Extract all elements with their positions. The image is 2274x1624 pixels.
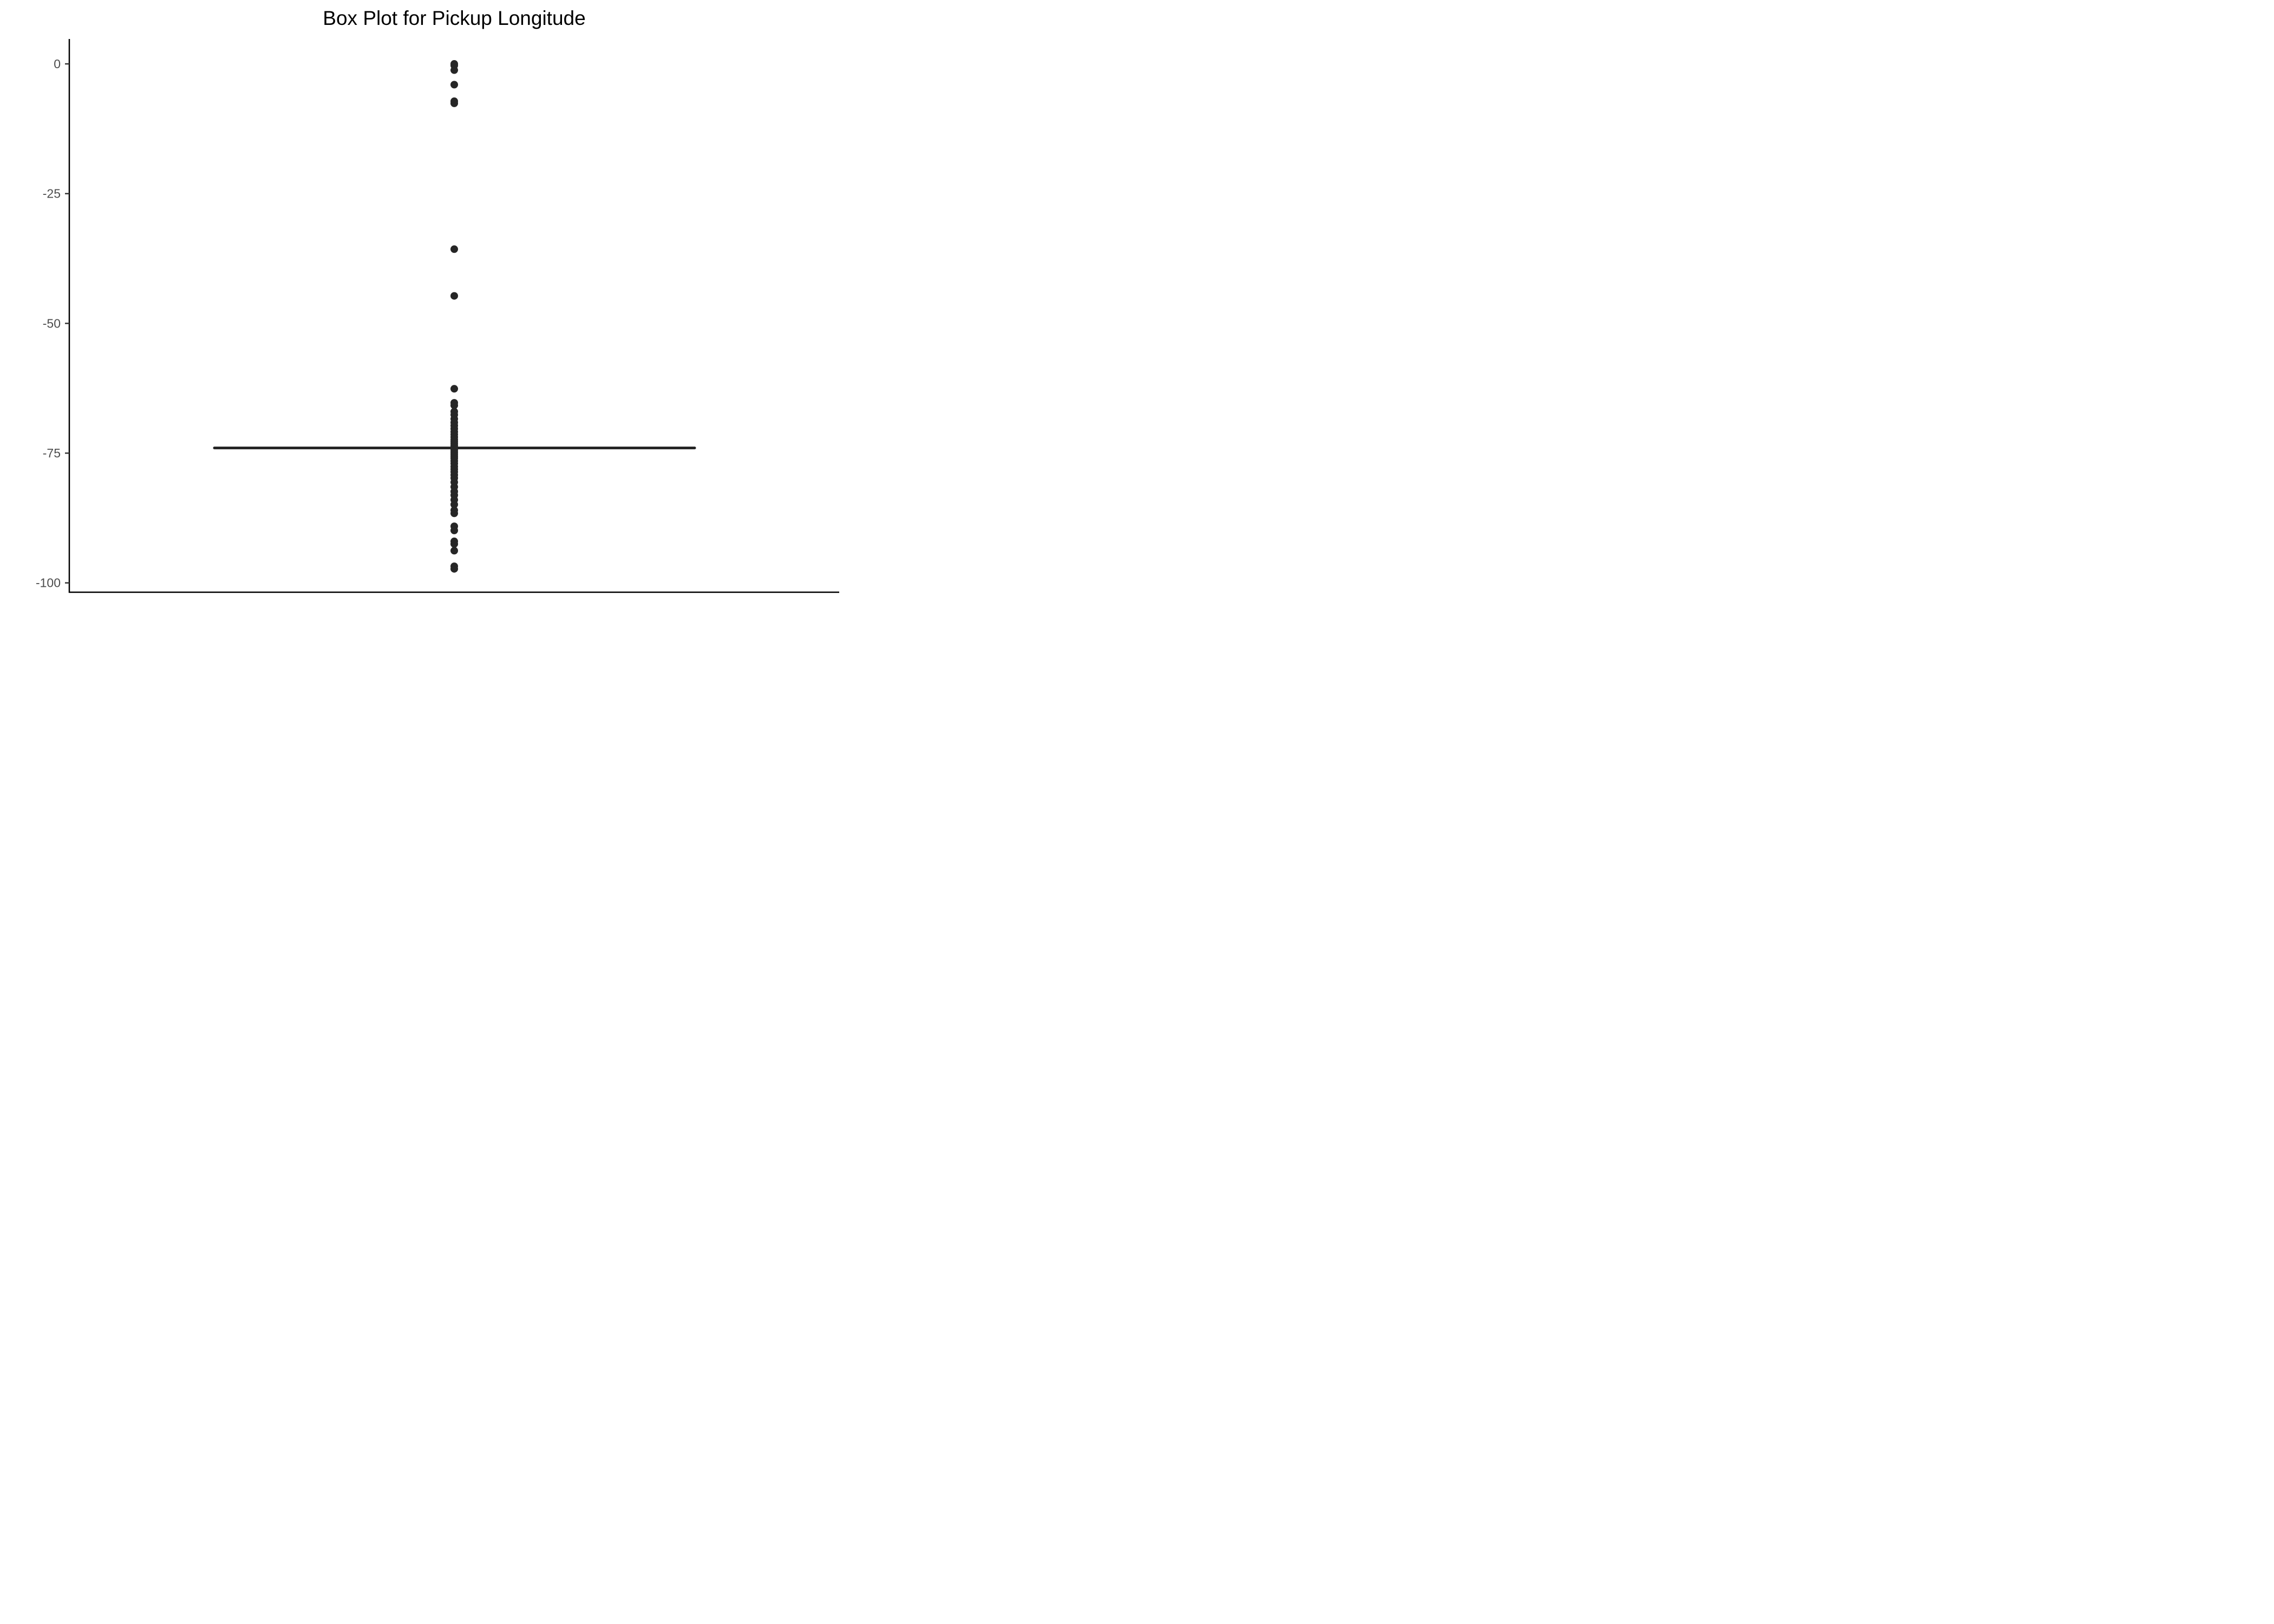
y-tick-label: -100 — [36, 576, 61, 590]
chart-title: Box Plot for Pickup Longitude — [323, 7, 585, 29]
outlier-point — [450, 509, 458, 518]
outlier-point — [450, 385, 458, 393]
y-tick-label: -25 — [43, 187, 61, 201]
outlier-point — [450, 500, 458, 508]
outlier-point — [450, 565, 458, 573]
outlier-point — [450, 526, 458, 534]
outlier-point — [450, 547, 458, 555]
box-plot-chart: Box Plot for Pickup Longitude 0 -25 -50 -75… — [36, 7, 839, 593]
outlier-point — [450, 66, 458, 74]
y-tick-label: -75 — [43, 446, 61, 460]
outlier-point — [450, 292, 458, 300]
outlier-point — [450, 540, 458, 548]
outlier-point — [450, 401, 458, 409]
outlier-point — [450, 99, 458, 107]
outlier-points — [450, 60, 458, 573]
y-axis: 0 -25 -50 -75 -100 — [36, 39, 70, 593]
y-tick-label: -50 — [43, 316, 61, 330]
outlier-point — [450, 245, 458, 253]
outlier-point — [450, 81, 458, 89]
y-tick-label: 0 — [54, 57, 61, 71]
